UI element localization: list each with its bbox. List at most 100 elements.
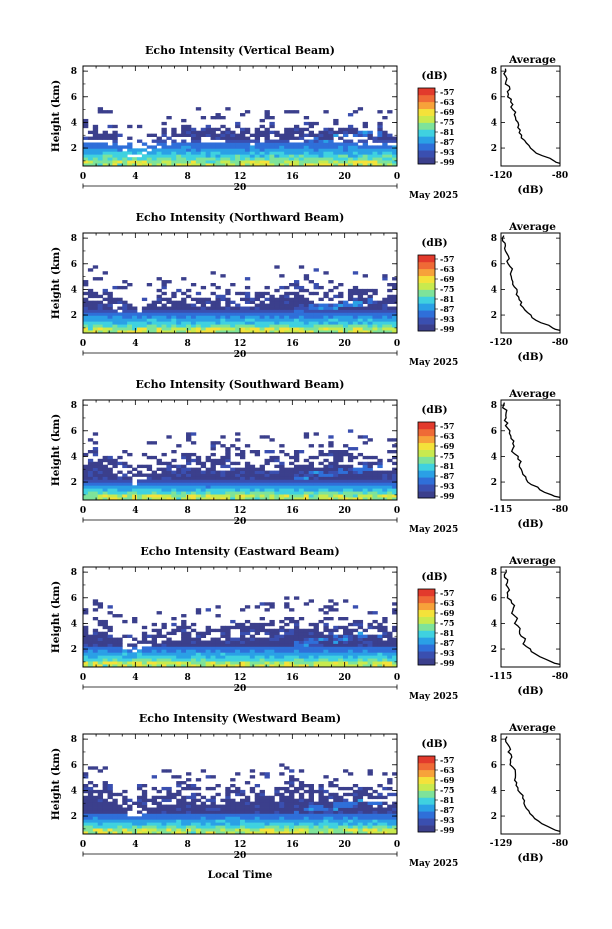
heatmap-cell — [190, 828, 197, 832]
heatmap-cell — [357, 804, 364, 808]
heatmap-cell — [347, 807, 354, 811]
heatmap-cell — [362, 628, 368, 633]
heatmap-cell — [308, 646, 314, 650]
heatmap-cell — [352, 813, 359, 817]
heatmap-cell — [279, 822, 285, 826]
heatmap-cell — [362, 312, 368, 316]
heatmap-cell — [127, 649, 133, 653]
heatmap-cell — [83, 831, 89, 835]
heatmap-cell — [146, 634, 153, 638]
heatmap-cell — [97, 163, 104, 167]
heatmap-cell — [205, 160, 211, 164]
heatmap-cell — [186, 778, 192, 782]
heatmap-cell — [343, 599, 349, 603]
heatmap-cell — [269, 318, 275, 322]
heatmap-cell — [230, 625, 236, 630]
heatmap-cell — [293, 324, 300, 328]
heatmap-cell — [284, 473, 290, 477]
heatmap-cell — [323, 655, 329, 659]
heatmap-cell — [254, 127, 261, 132]
heatmap-cell — [333, 778, 339, 782]
heatmap-cell — [225, 458, 231, 463]
heatmap-cell — [357, 476, 364, 480]
heatmap-cell — [274, 458, 280, 463]
heatmap-cell — [146, 816, 153, 820]
heatmap-cell — [293, 291, 300, 296]
heatmap-cell — [313, 136, 319, 140]
heatmap-cell — [230, 831, 236, 835]
x-tick-label: 8 — [185, 673, 191, 683]
heatmap-cell — [362, 154, 368, 158]
date-label: May 2025 — [409, 191, 458, 201]
heatmap-cell — [328, 822, 334, 826]
heatmap-cell — [279, 142, 285, 146]
heatmap-cell — [343, 324, 349, 328]
heatmap-cell — [107, 804, 113, 808]
heatmap-cell — [318, 479, 324, 483]
heatmap-cell — [289, 784, 295, 788]
heatmap-cell — [235, 622, 241, 627]
heatmap-cell — [151, 300, 157, 304]
heatmap-cell — [186, 461, 192, 466]
heatmap-cell — [240, 312, 246, 316]
heatmap-cell — [215, 148, 221, 152]
heatmap-cell — [83, 786, 89, 791]
heatmap-cell — [387, 643, 393, 647]
heatmap-cell — [298, 312, 305, 316]
heatmap-cell — [205, 655, 211, 659]
heatmap-cell — [269, 157, 275, 161]
heatmap-cell — [141, 649, 148, 653]
heatmap-cell — [293, 327, 300, 331]
heatmap-cell — [102, 655, 108, 659]
heatmap-cell — [308, 455, 314, 460]
heatmap-cell — [230, 283, 236, 287]
heatmap-cell — [259, 602, 265, 606]
heatmap-cell — [293, 467, 300, 471]
heatmap-cell — [240, 324, 246, 328]
heatmap-cell — [156, 611, 162, 615]
heatmap-cell — [176, 649, 182, 653]
heatmap-cell — [200, 127, 207, 132]
colorbar-tick-label: -99 — [440, 324, 455, 334]
heatmap-cell — [205, 828, 211, 832]
heatmap-cell — [352, 154, 359, 158]
heatmap-cell — [392, 145, 398, 149]
heatmap-cell — [166, 637, 172, 641]
heatmap-cell — [367, 664, 373, 668]
heatmap-cell — [284, 312, 290, 316]
heatmap-cell — [186, 649, 192, 653]
heatmap-cell — [328, 148, 334, 152]
colorbar-tick-label: -99 — [440, 157, 455, 167]
average-y-tick-label: 2 — [491, 478, 497, 488]
heatmap-cell — [156, 300, 162, 304]
heatmap-cell — [392, 664, 398, 668]
heatmap-cell — [97, 649, 104, 653]
heatmap-cell — [176, 464, 182, 469]
heatmap-cell — [249, 813, 256, 817]
heatmap-cell — [127, 655, 133, 659]
heatmap-cell — [298, 145, 305, 149]
heatmap-cell — [377, 497, 383, 501]
heatmap-cell — [83, 300, 89, 304]
heatmap-cell — [367, 807, 373, 811]
heatmap-cell — [249, 822, 256, 826]
colorbar-tick-label: -99 — [440, 491, 455, 501]
heatmap-cell — [347, 655, 354, 659]
heatmap-cell — [254, 321, 261, 325]
heatmap-cell — [377, 145, 383, 149]
heatmap-cell — [387, 781, 393, 785]
heatmap-cell — [87, 467, 94, 471]
heatmap-cell — [190, 649, 197, 653]
heatmap-cell — [205, 482, 211, 486]
heatmap-cell — [230, 321, 236, 325]
heatmap-cell — [215, 643, 221, 647]
heatmap-cell — [230, 810, 236, 814]
heatmap-cell — [87, 640, 94, 644]
heatmap-cell — [102, 324, 108, 328]
heatmap-cell — [377, 110, 383, 114]
heatmap-cell — [151, 622, 157, 627]
heatmap-cell — [195, 608, 202, 612]
heatmap-cell — [176, 655, 182, 659]
heatmap-cell — [215, 664, 221, 668]
heatmap-cell — [215, 300, 221, 304]
